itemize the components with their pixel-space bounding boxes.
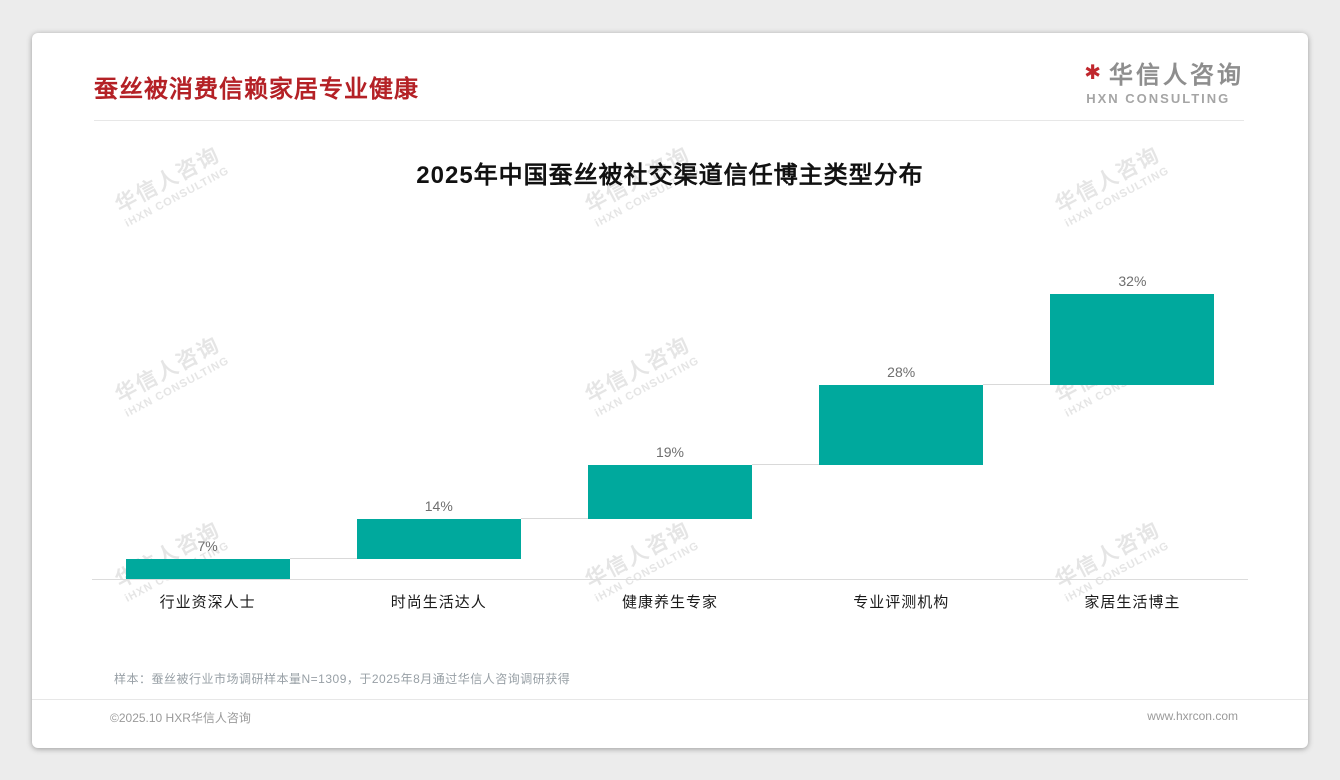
bar-value-label: 19% [655,444,684,460]
category-axis: 行业资深人士 时尚生活达人 健康养生专家 专业评测机构 家居生活博主 [92,580,1248,612]
slide-card: 华信人咨询 iHXN CONSULTING 华信人咨询 iHXN CONSULTING… [32,33,1308,748]
website-url: www.hxrcon.com [1147,709,1238,723]
category-label: 家居生活博主 [1084,594,1181,611]
header: 蚕丝被消费信赖家居专业健康 ✱ 华信人咨询 HXN CONSULTING [94,33,1244,121]
category-label: 专业评测机构 [853,594,950,611]
step-connector [983,384,1051,386]
bar-3 [819,385,984,465]
plot-area: 7% 14% 19% 28% 32% [92,244,1248,580]
chart-title: 2025年中国蚕丝被社交渠道信任博主类型分布 [416,162,924,189]
step-connector [289,558,357,560]
category-label: 行业资深人士 [159,594,256,611]
category-label: 时尚生活达人 [390,594,487,611]
card-footer: 样本：蚕丝被行业市场调研样本量N=1309，于2025年8月通过华信人咨询调研获… [32,670,1308,748]
bar-value-label: 32% [1118,273,1147,289]
company-logo: ✱ 华信人咨询 HXN CONSULTING [1084,55,1244,106]
bar-value-label: 7% [197,538,218,555]
step-connector [752,464,820,465]
chart: 7% 14% 19% 28% 32% 行业资深人士 时尚生活达人 健康养生专家 专业评测机构 家… [92,244,1248,612]
logo-en-text: HXN CONSULTING [1086,91,1231,106]
bar-0 [125,559,290,579]
footer-bar: ©2025.10 HXR华信人咨询 www.hxrcon.com [32,699,1308,748]
bar-2 [587,465,753,520]
sample-footnote: 样本：蚕丝被行业市场调研样本量N=1309，于2025年8月通过华信人咨询调研获… [114,672,571,686]
page-title: 蚕丝被消费信赖家居专业健康 [94,76,419,103]
bar-1 [356,519,521,560]
bar-value-label: 14% [424,498,453,515]
step-connector [520,518,588,520]
bar-4 [1050,294,1215,386]
logo-star-icon: ✱ [1084,62,1104,84]
logo-cn-text: 华信人咨询 [1109,62,1244,89]
logo-cn-line: ✱ 华信人咨询 [1084,55,1244,90]
copyright-text: ©2025.10 HXR华信人咨询 [110,711,251,725]
bar-value-label: 28% [887,364,916,381]
category-label: 健康养生专家 [622,594,719,611]
